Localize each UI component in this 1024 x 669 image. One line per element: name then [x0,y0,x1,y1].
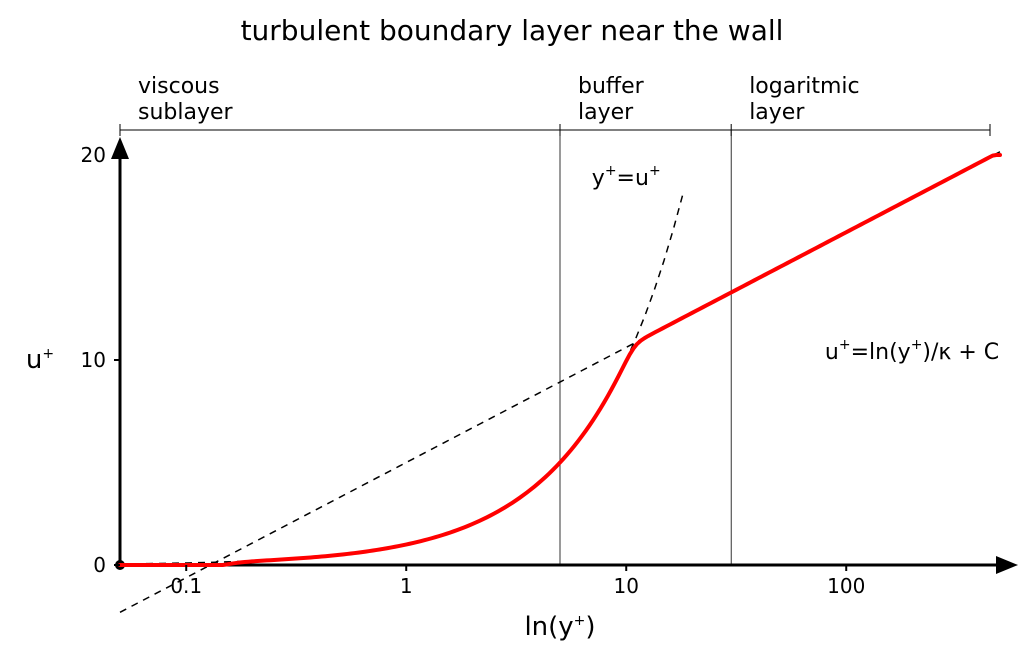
x-axis-label: ln(y+) [524,612,595,642]
x-ticks: 0.1 1 10 100 [170,565,865,598]
region-label: layer [578,100,634,125]
region-annotations: viscoussublayerbufferlayerlogaritmiclaye… [120,74,990,565]
region-label: buffer [578,74,645,99]
x-axis-arrow [996,556,1018,574]
region-label: sublayer [138,100,234,125]
x-tick-label: 1 [400,574,413,598]
y-tick-label: 20 [81,143,106,167]
y-ticks: 0 10 20 [81,143,120,577]
x-tick-label: 0.1 [170,574,202,598]
region-label: logaritmic [749,74,859,99]
y-axis-label: u+ [26,345,54,375]
y-tick-label: 0 [93,553,106,577]
region-label: layer [749,100,805,125]
chart-title: turbulent boundary layer near the wall [241,14,784,47]
x-tick-label: 10 [614,574,639,598]
y-tick-label: 10 [81,348,106,372]
x-tick-label: 100 [827,574,865,598]
linear-law-label: y+=u+ [592,163,661,191]
log-law-label: u+=ln(y+)/κ + C [825,337,999,365]
region-label: viscous [138,74,220,99]
linear-law-line [120,194,683,564]
